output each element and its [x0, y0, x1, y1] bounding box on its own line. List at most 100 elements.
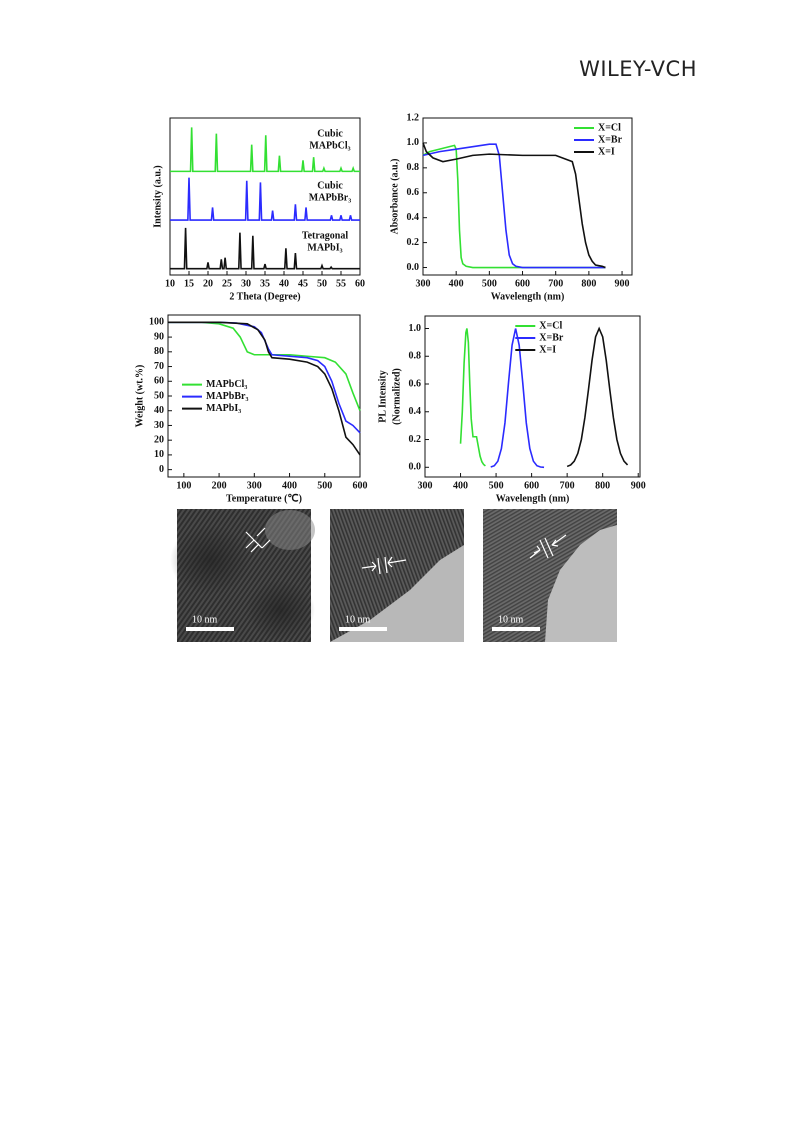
x-tick-label: 10 [165, 278, 175, 289]
y-tick-label: 0.0 [407, 262, 420, 273]
trace-name-label: MAPbI₃ [307, 242, 342, 253]
x-tick-label: 500 [482, 278, 497, 289]
y-tick-label: 0.2 [409, 434, 422, 445]
y-tick-label: 100 [149, 317, 164, 328]
x-tick-label: 500 [489, 480, 504, 491]
data-line [170, 227, 360, 270]
y-axis-title: Absorbance (a.u.) [389, 159, 400, 235]
data-line [459, 328, 486, 467]
data-line [168, 321, 361, 434]
x-tick-label: 900 [631, 480, 646, 491]
tem-image: 10 nm [483, 509, 617, 642]
x-tick-label: 55 [336, 278, 346, 289]
y-tick-label: 0.0 [409, 462, 422, 473]
x-tick-label: 600 [353, 480, 368, 491]
x-tick-label: 20 [203, 278, 213, 289]
y-tick-label: 0.8 [409, 351, 422, 362]
trace-phase-label: Tetragonal [302, 230, 349, 241]
x-tick-label: 100 [176, 480, 191, 491]
plot-frame [424, 315, 641, 478]
y-tick-label: 1.0 [407, 137, 420, 148]
x-tick-label: 300 [418, 480, 433, 491]
y-tick-label: 0.8 [407, 162, 420, 173]
x-tick-label: 600 [524, 480, 539, 491]
x-tick-label: 30 [241, 278, 251, 289]
trace-name-label: MAPbBr₃ [309, 192, 351, 203]
y-axis-title: PL Intensity [377, 370, 388, 423]
y-tick-label: 1.0 [409, 323, 422, 334]
y-tick-label: 60 [154, 376, 164, 387]
x-tick-label: 400 [453, 480, 468, 491]
tem-image: 10 nm [330, 509, 464, 642]
x-tick-label: 300 [247, 480, 262, 491]
x-tick-label: 500 [317, 480, 332, 491]
data-line [566, 326, 629, 468]
y-tick-label: 10 [154, 449, 164, 460]
x-tick-label: 900 [615, 278, 630, 289]
y-axis-title: Weight (wt.%) [134, 365, 145, 428]
x-axis-title: Temperature (℃) [226, 493, 302, 504]
y-tick-label: 0.6 [407, 187, 420, 198]
y-tick-label: 30 [154, 420, 164, 431]
x-axis-title: Wavelength (nm) [491, 291, 565, 302]
y-tick-label: 50 [154, 390, 164, 401]
data-line [490, 328, 545, 469]
x-tick-label: 15 [184, 278, 194, 289]
y-tick-label: 20 [154, 434, 164, 445]
data-line [170, 177, 360, 221]
legend-label: X=I [539, 344, 556, 355]
legend-label: X=Br [598, 134, 623, 145]
scale-label: 10 nm [345, 614, 371, 625]
x-axis-title: 2 Theta (Degree) [229, 291, 300, 302]
legend-label: MAPbBr₃ [206, 391, 248, 402]
data-line [170, 127, 360, 173]
legend-label: X=Cl [539, 320, 562, 331]
tem-image: 10 nm [170, 509, 315, 642]
scale-label: 10 nm [192, 614, 218, 625]
x-tick-label: 300 [416, 278, 431, 289]
x-tick-label: 400 [282, 480, 297, 491]
y-tick-label: 80 [154, 346, 164, 357]
x-tick-label: 200 [212, 480, 227, 491]
data-line [422, 143, 606, 269]
y-axis-title: Intensity (a.u.) [152, 165, 163, 228]
x-tick-label: 700 [548, 278, 563, 289]
legend-label: MAPbI₃ [206, 403, 241, 414]
data-line [422, 144, 606, 269]
trace-phase-label: Cubic [317, 180, 343, 191]
y-tick-label: 0.2 [407, 237, 420, 248]
legend-label: X=I [598, 146, 615, 157]
x-axis-title: Wavelength (nm) [496, 493, 570, 504]
trace-name-label: MAPbCl₃ [309, 140, 350, 151]
y-tick-label: 40 [154, 405, 164, 416]
x-tick-label: 35 [260, 278, 270, 289]
y-tick-label: 1.2 [407, 112, 420, 123]
y-tick-label: 0.4 [407, 212, 420, 223]
y-tick-label: 0.6 [409, 378, 422, 389]
legend-label: MAPbCl₃ [206, 379, 247, 390]
x-tick-label: 600 [515, 278, 530, 289]
legend-label: X=Cl [598, 122, 621, 133]
x-tick-label: 25 [222, 278, 232, 289]
x-tick-label: 60 [355, 278, 365, 289]
plot-frame [422, 117, 633, 276]
x-tick-label: 45 [298, 278, 308, 289]
y-tick-label: 0.4 [409, 406, 422, 417]
legend-label: X=Br [539, 332, 564, 343]
y-tick-label: 70 [154, 361, 164, 372]
data-line [168, 321, 361, 456]
x-tick-label: 800 [595, 480, 610, 491]
trace-phase-label: Cubic [317, 128, 343, 139]
y-tick-label: 90 [154, 331, 164, 342]
x-tick-label: 800 [581, 278, 596, 289]
x-tick-label: 700 [560, 480, 575, 491]
y-axis-title: (Normalized) [391, 368, 402, 425]
y-tick-label: 0 [159, 464, 164, 475]
x-tick-label: 50 [317, 278, 327, 289]
x-tick-label: 400 [449, 278, 464, 289]
data-line [422, 142, 606, 269]
scale-label: 10 nm [498, 614, 524, 625]
x-tick-label: 40 [279, 278, 289, 289]
publisher-logo: WILEY-VCH [579, 57, 697, 81]
